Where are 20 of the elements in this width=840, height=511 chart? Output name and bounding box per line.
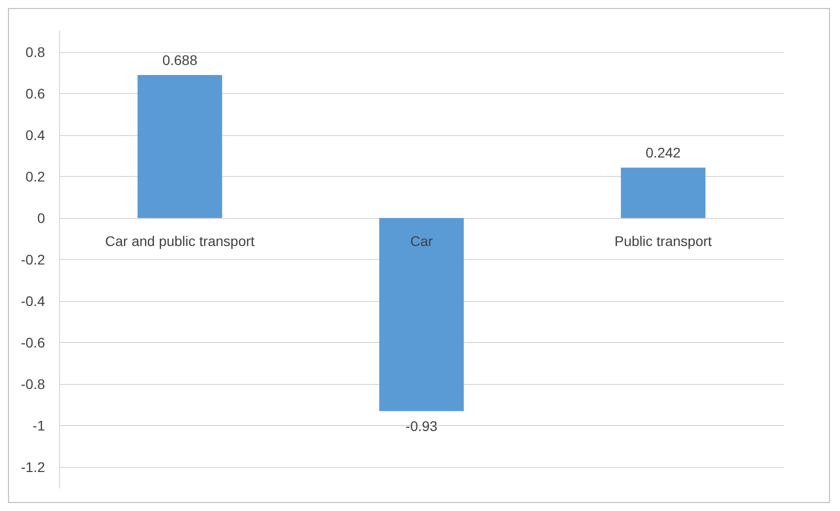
x-tick-label: Public transport bbox=[614, 232, 712, 249]
x-tick-label: Car bbox=[410, 232, 434, 249]
bar bbox=[620, 168, 706, 218]
y-tick-label: -1.2 bbox=[20, 459, 46, 476]
x-tick-label: Car and public transport bbox=[105, 232, 255, 249]
data-label: 0.688 bbox=[162, 52, 198, 68]
y-tick-label: 0.6 bbox=[26, 85, 46, 102]
y-tick-label: -0.8 bbox=[20, 376, 46, 392]
data-label: 0.242 bbox=[646, 144, 681, 161]
y-tick-label: 0 bbox=[37, 210, 46, 226]
y-tick-label: 0.8 bbox=[26, 44, 46, 60]
y-tick-label: 0.4 bbox=[26, 126, 46, 143]
bar bbox=[138, 75, 222, 218]
bar bbox=[379, 218, 464, 412]
y-tick-label: -0.6 bbox=[20, 334, 46, 351]
y-tick-label: -1 bbox=[32, 418, 46, 434]
y-tick-label: -0.2 bbox=[20, 252, 46, 268]
data-label: -0.93 bbox=[406, 418, 438, 434]
y-tick-label: 0.2 bbox=[26, 168, 46, 184]
y-tick-label: -0.4 bbox=[20, 293, 46, 310]
